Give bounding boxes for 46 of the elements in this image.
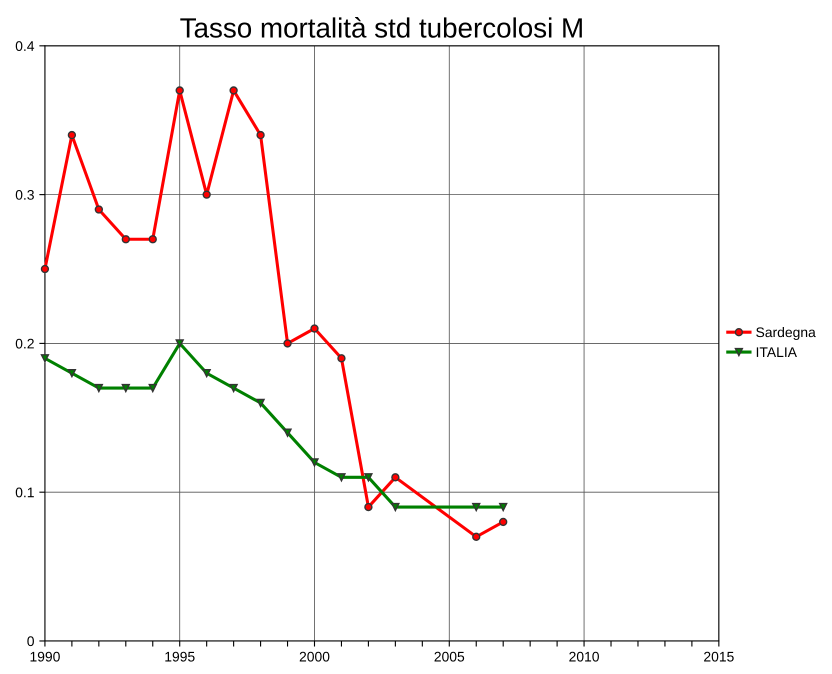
point <box>337 473 346 482</box>
x-tick-label: 1990 <box>30 652 60 662</box>
point <box>337 354 346 362</box>
point <box>229 86 238 95</box>
point <box>94 205 104 214</box>
point <box>229 384 238 392</box>
x-tick-label: 2015 <box>704 652 734 662</box>
y-tick-label: 0.3 <box>16 190 34 200</box>
point <box>94 384 104 392</box>
point <box>391 502 400 512</box>
x-tick-label: 1995 <box>165 652 195 662</box>
y-tick-label: 0 <box>27 636 34 646</box>
legend-label: ITALIA <box>756 347 797 357</box>
point <box>122 384 130 392</box>
y-tick-label: 0.2 <box>16 338 34 349</box>
point <box>256 130 265 140</box>
point <box>364 473 373 482</box>
point <box>499 502 508 512</box>
point <box>68 130 76 140</box>
point <box>499 518 508 526</box>
point <box>122 235 130 244</box>
x-tick-label: 2010 <box>569 652 599 662</box>
point <box>256 398 265 408</box>
point <box>283 428 292 437</box>
chart-title: Tasso mortalità std tubercolosi M <box>180 17 582 38</box>
point <box>283 339 292 348</box>
point <box>391 473 400 482</box>
legend-label: Sardegna <box>756 326 816 340</box>
point <box>148 235 157 244</box>
point <box>202 368 211 378</box>
point <box>40 264 50 274</box>
point <box>310 324 319 333</box>
point <box>148 384 157 392</box>
point <box>472 532 480 541</box>
point <box>68 368 76 378</box>
y-tick-label: 0.1 <box>16 488 34 498</box>
point <box>364 502 373 512</box>
point <box>176 339 184 348</box>
point <box>472 502 480 512</box>
x-tick-label: 2005 <box>434 652 464 662</box>
x-tick-label: 2000 <box>300 652 330 662</box>
point <box>202 190 211 199</box>
point <box>40 354 50 362</box>
point <box>310 458 319 467</box>
y-tick-label: 0.4 <box>16 41 34 51</box>
point <box>176 86 184 95</box>
